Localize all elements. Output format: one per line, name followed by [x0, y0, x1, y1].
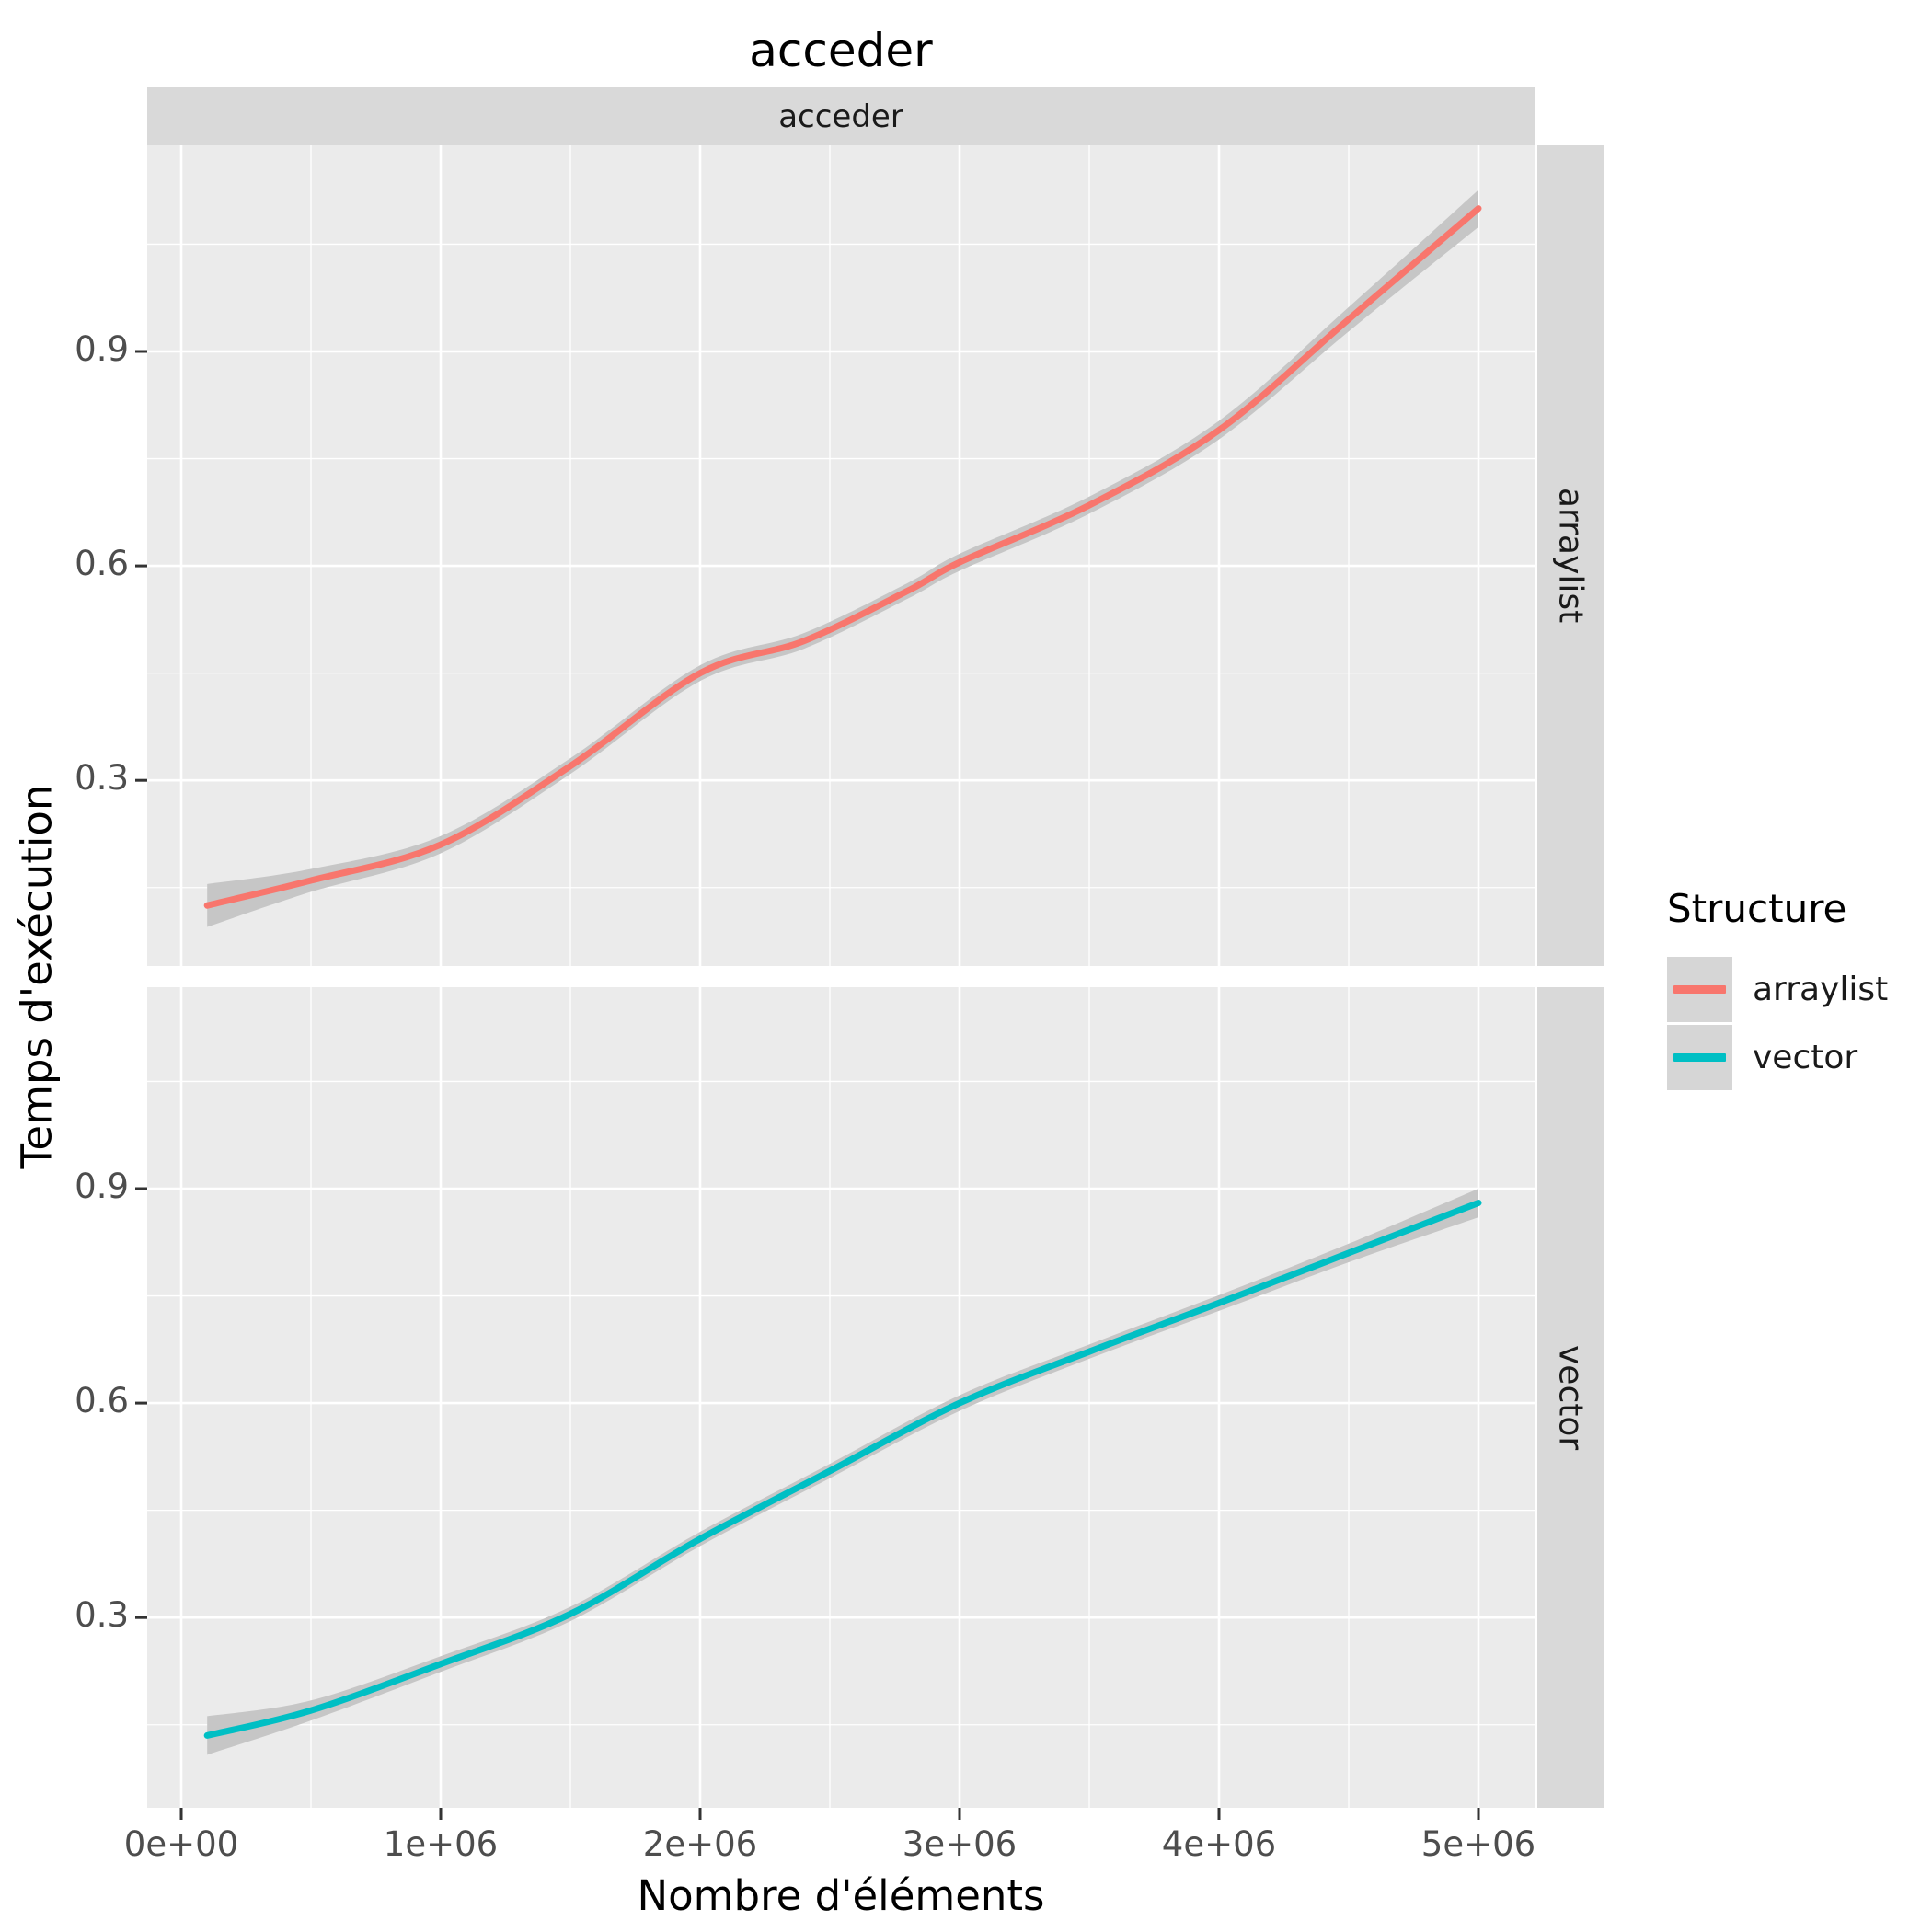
- y-tick-label: 0.6: [75, 1381, 129, 1421]
- y-axis-title: Temps d'exécution: [12, 784, 62, 1169]
- legend-key-line-vector: [1673, 1053, 1726, 1062]
- y-tick-label: 0.3: [75, 758, 129, 799]
- legend-label-arraylist: arraylist: [1753, 971, 1889, 1008]
- legend-item-vector: vector: [1667, 1025, 1888, 1090]
- y-tick-label: 0.6: [75, 544, 129, 584]
- legend: Structure arraylist vector: [1667, 886, 1888, 1093]
- x-tick-label: 0e+00: [123, 1824, 239, 1864]
- facet-strip-right-arraylist-label: arraylist: [1551, 488, 1590, 624]
- legend-key-vector: [1667, 1025, 1732, 1090]
- facet-strip-right-arraylist: arraylist: [1537, 145, 1604, 966]
- facet-strip-right-vector: vector: [1537, 987, 1604, 1808]
- facet-strip-top-label: acceder: [778, 98, 903, 135]
- y-tick-label: 0.9: [75, 329, 129, 369]
- legend-key-line-arraylist: [1673, 985, 1726, 994]
- x-tick-label: 2e+06: [642, 1824, 758, 1864]
- legend-key-arraylist: [1667, 957, 1732, 1022]
- x-tick-label: 3e+06: [902, 1824, 1018, 1864]
- y-axis-title-wrap: Temps d'exécution: [0, 785, 267, 1169]
- facet-strip-right-vector-label: vector: [1551, 1344, 1590, 1451]
- x-tick-label: 5e+06: [1420, 1824, 1536, 1864]
- y-tick-label: 0.3: [75, 1595, 129, 1636]
- x-tick-label: 1e+06: [383, 1824, 499, 1864]
- facet-strip-top: acceder: [147, 87, 1535, 145]
- legend-title: Structure: [1667, 886, 1847, 931]
- x-tick-label: 4e+06: [1161, 1824, 1277, 1864]
- plot-title: acceder: [749, 24, 933, 77]
- legend-item-arraylist: arraylist: [1667, 957, 1888, 1022]
- x-axis-title: Nombre d'éléments: [637, 1871, 1045, 1920]
- legend-label-vector: vector: [1753, 1039, 1858, 1076]
- y-tick-label: 0.9: [75, 1167, 129, 1206]
